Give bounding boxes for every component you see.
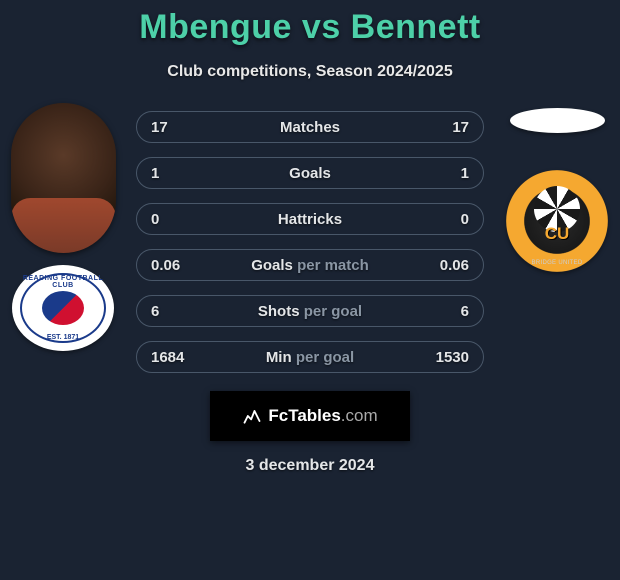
- stat-row: 1Goals1: [136, 157, 484, 189]
- club-badge-right: CU BRIDGE UNITED: [506, 170, 608, 272]
- stats-panel: 17Matches17 1Goals1 0Hattricks0 0.06Goals p…: [118, 103, 502, 387]
- right-side: CU BRIDGE UNITED: [502, 103, 612, 272]
- left-side: READING FOOTBALL CLUB EST. 1871: [8, 103, 118, 351]
- club-badge-left: READING FOOTBALL CLUB EST. 1871: [12, 265, 114, 351]
- stat-row: 0.06Goals per match0.06: [136, 249, 484, 281]
- stat-label: Goals per match: [137, 257, 483, 274]
- stat-label: Hattricks: [137, 211, 483, 228]
- comparison-card: Mbengue vs Bennett Club competitions, Se…: [0, 0, 620, 475]
- cu-castle-icon: [542, 174, 572, 184]
- cu-banner-text: BRIDGE UNITED: [532, 260, 583, 266]
- page-title: Mbengue vs Bennett: [0, 8, 620, 47]
- reading-badge-top-text: READING FOOTBALL CLUB: [12, 275, 114, 289]
- branding-badge: FcTables.com: [210, 391, 410, 441]
- reading-badge-icon: READING FOOTBALL CLUB EST. 1871: [12, 265, 114, 351]
- branding-text-main: FcTables: [268, 406, 340, 425]
- stat-label: Min per goal: [137, 349, 483, 366]
- stat-row: 1684Min per goal1530: [136, 341, 484, 373]
- branding-text-suffix: .com: [341, 406, 378, 425]
- stat-label: Matches: [137, 119, 483, 136]
- cu-text: CU: [545, 224, 570, 244]
- fctables-logo-icon: [242, 406, 262, 426]
- player-photo-right-placeholder: [510, 108, 605, 133]
- branding-text: FcTables.com: [268, 406, 377, 426]
- stat-row: 17Matches17: [136, 111, 484, 143]
- subtitle: Club competitions, Season 2024/2025: [0, 63, 620, 81]
- date-label: 3 december 2024: [0, 457, 620, 475]
- main-layout: READING FOOTBALL CLUB EST. 1871 17Matche…: [0, 103, 620, 387]
- stat-label: Shots per goal: [137, 303, 483, 320]
- stat-row: 6Shots per goal6: [136, 295, 484, 327]
- stat-row: 0Hattricks0: [136, 203, 484, 235]
- stat-label: Goals: [137, 165, 483, 182]
- reading-badge-bot-text: EST. 1871: [12, 334, 114, 341]
- player-photo-left: [11, 103, 116, 253]
